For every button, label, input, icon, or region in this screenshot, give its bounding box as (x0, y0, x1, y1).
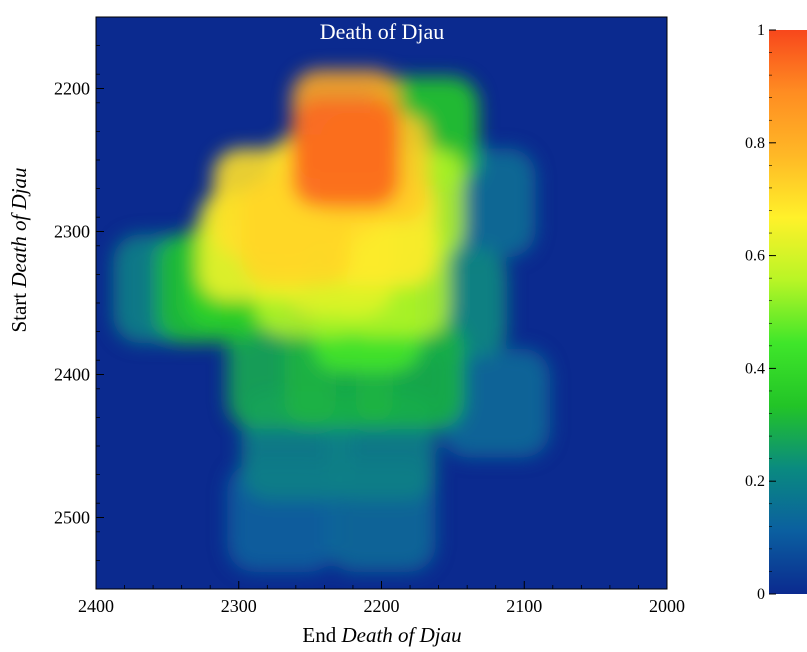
heat-cell (441, 348, 550, 458)
x-axis-label-italic: Death of Djau (340, 623, 461, 647)
x-tick-label: 2400 (78, 596, 114, 616)
colorbar-tick-label: 1 (757, 22, 765, 39)
colorbar-tick-label: 0.2 (745, 473, 765, 490)
heatmap-plot: 2400 2300 2200 2100 2000 2200 2300 2400 2500 De… (54, 16, 685, 616)
heat-cell (291, 98, 401, 208)
y-tick-label: 2400 (54, 365, 90, 385)
chart-title: Death of Djau (320, 19, 445, 44)
colorbar-ticks: 0 0.2 0.4 0.6 0.8 1 (745, 22, 776, 603)
x-tick-label: 2300 (221, 596, 257, 616)
x-axis-label: End Death of Djau (302, 623, 461, 647)
colorbar: 0 0.2 0.4 0.6 0.8 1 (745, 22, 807, 603)
colorbar-tick-label: 0.4 (745, 360, 765, 377)
y-tick-label: 2200 (54, 79, 90, 99)
y-axis-label-prefix: Start (7, 288, 31, 333)
y-axis-label-italic: Death of Djau (7, 167, 31, 288)
y-tick-label: 2500 (54, 508, 90, 528)
x-tick-label: 2200 (364, 596, 400, 616)
x-axis-ticks: 2400 2300 2200 2100 2000 (78, 581, 685, 616)
y-tick-label: 2300 (54, 222, 90, 242)
colorbar-tick-label: 0 (757, 586, 765, 603)
x-tick-label: 2100 (506, 596, 542, 616)
colorbar-tick-label: 0.6 (745, 248, 765, 265)
colorbar-gradient (769, 30, 807, 594)
y-axis-ticks: 2200 2300 2400 2500 (54, 16, 104, 590)
x-axis-label-prefix: End (302, 623, 341, 647)
y-axis-label: Start Death of Djau (7, 167, 31, 332)
heat-layer (113, 69, 550, 572)
x-tick-label: 2000 (649, 596, 685, 616)
colorbar-tick-label: 0.8 (745, 135, 765, 152)
